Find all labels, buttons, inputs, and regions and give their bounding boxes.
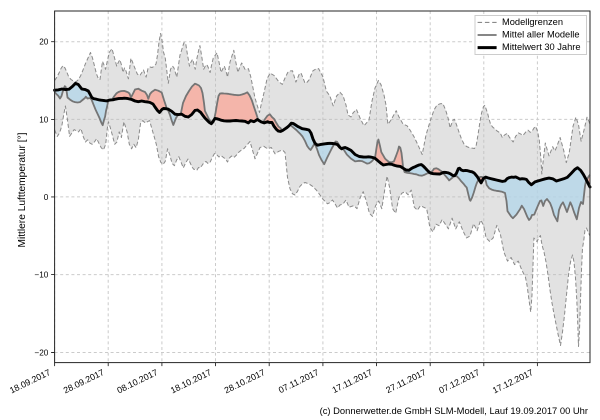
- svg-text:Mittlere Lufttemperatur [°]: Mittlere Lufttemperatur [°]: [17, 132, 28, 247]
- svg-text:Mittelwert 30 Jahre: Mittelwert 30 Jahre: [502, 42, 581, 52]
- svg-text:0: 0: [44, 193, 49, 202]
- svg-text:−20: −20: [34, 349, 48, 358]
- svg-text:−10: −10: [34, 271, 48, 280]
- svg-text:20: 20: [39, 38, 49, 47]
- svg-text:Modellgrenzen: Modellgrenzen: [502, 17, 563, 27]
- svg-text:10: 10: [39, 115, 49, 124]
- svg-text:Mittel aller Modelle: Mittel aller Modelle: [502, 30, 580, 40]
- svg-text:(c) Donnerwetter.de GmbH SLM-M: (c) Donnerwetter.de GmbH SLM-Modell, Lau…: [320, 405, 588, 416]
